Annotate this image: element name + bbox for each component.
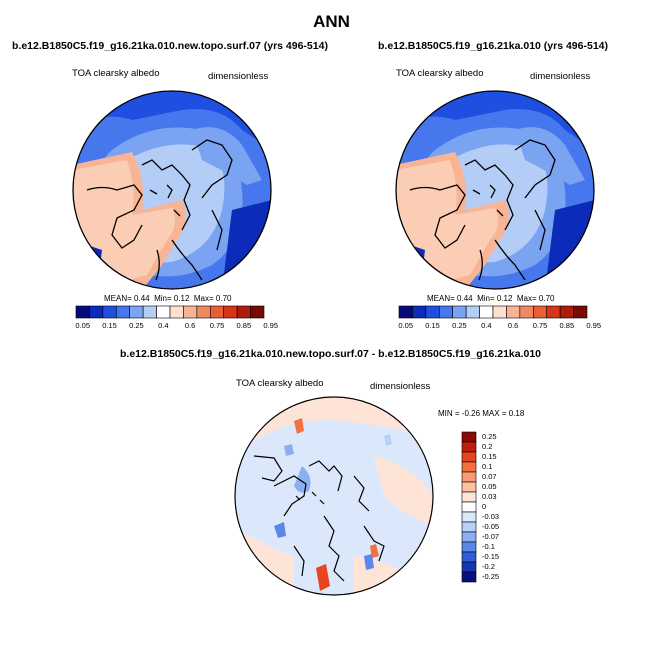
colorbar-swatch (461, 501, 477, 513)
colorbar-tick-label: -0.25 (482, 572, 500, 581)
panel1-variable-label: TOA clearsky albedo (72, 68, 160, 79)
colorbar-swatch (461, 561, 477, 573)
colorbar-tick-label: 0.2 (482, 442, 493, 451)
colorbar-swatch (183, 305, 198, 319)
colorbar-swatch (573, 305, 588, 319)
colorbar-tick-label: 0.25 (482, 432, 497, 441)
colorbar-swatch (412, 305, 427, 319)
colorbar-swatch (532, 305, 548, 319)
panel2-units-label: dimensionless (530, 71, 591, 82)
colorbar-swatch (129, 305, 144, 319)
colorbar-tick-label: 0.1 (482, 462, 493, 471)
colorbar-tick-label: 0.15 (482, 452, 497, 461)
colorbar-swatch (461, 511, 477, 523)
colorbar-swatch (461, 521, 477, 533)
colorbar-swatch (102, 305, 117, 319)
colorbar-tick-label: 0.4 (481, 321, 492, 330)
colorbar-swatch (506, 305, 521, 319)
colorbar-tick-label: 0.6 (184, 321, 196, 330)
colorbar-tick-label: 0.05 (398, 321, 413, 330)
colorbar-swatch (559, 305, 574, 319)
panel3-units-label: dimensionless (370, 381, 431, 392)
colorbar-swatch (461, 481, 477, 493)
colorbar-tick-label: -0.2 (482, 562, 495, 571)
colorbar-swatch (546, 305, 561, 319)
colorbar-tick-label: 0.75 (532, 321, 548, 330)
colorbar-swatch (461, 471, 477, 483)
colorbar-swatch (461, 451, 477, 463)
colorbar-tick-label: 0.25 (452, 321, 467, 330)
colorbar-swatch (142, 305, 157, 319)
figure-title: ANN (313, 12, 350, 31)
panel1-stats: MEAN= 0.44 Min= 0.12 Max= 0.70 (104, 294, 232, 303)
colorbar-tick-label: 0.07 (482, 472, 497, 481)
panel2-case-title: b.e12.B1850C5.f19_g16.21ka.010 (yrs 496-… (378, 40, 608, 52)
colorbar-tick-label: 0.6 (507, 321, 519, 330)
colorbar-swatch (156, 305, 171, 319)
colorbar-tick-label: -0.15 (482, 552, 500, 561)
colorbar-tick-label: 0.15 (425, 321, 440, 330)
panel1-case-title: b.e12.B1850C5.f19_g16.21ka.010.new.topo.… (12, 40, 328, 52)
colorbar-swatch (461, 491, 477, 503)
colorbar-swatch (236, 305, 251, 319)
colorbar-swatch (461, 571, 477, 583)
colorbar-tick-label: 0.25 (129, 321, 144, 330)
panel3-variable-label: TOA clearsky albedo (236, 378, 324, 389)
colorbar-swatch (461, 461, 477, 473)
panel3-polar-map (234, 396, 434, 596)
colorbar-tick-label: 0 (482, 502, 487, 511)
colorbar-tick-label: -0.03 (482, 512, 500, 521)
colorbar-tick-label: -0.07 (482, 532, 500, 541)
panel3-stats: MIN = -0.26 MAX = 0.18 (438, 409, 525, 418)
colorbar-tick-label: 0.95 (263, 321, 278, 330)
colorbar-tick-label: 0.75 (209, 321, 225, 330)
colorbar-swatch (479, 305, 494, 319)
colorbar-swatch (461, 551, 477, 563)
colorbar-swatch (461, 541, 477, 553)
panel2-polar-map (395, 90, 595, 290)
panel2-stats: MEAN= 0.44 Min= 0.12 Max= 0.70 (427, 294, 555, 303)
colorbar-swatch (169, 305, 184, 319)
panel2-variable-label: TOA clearsky albedo (396, 68, 484, 79)
colorbar-swatch (398, 305, 413, 319)
colorbar-tick-label: -0.05 (482, 522, 500, 531)
colorbar-swatch (209, 305, 225, 319)
colorbar-swatch (438, 305, 454, 319)
colorbar-swatch (425, 305, 440, 319)
colorbar-swatch (461, 441, 477, 453)
colorbar-swatch (492, 305, 507, 319)
colorbar-tick-label: -0.1 (482, 542, 495, 551)
colorbar-swatch (465, 305, 480, 319)
colorbar-swatch (461, 531, 477, 543)
colorbar-swatch (461, 431, 477, 443)
colorbar-swatch (250, 305, 265, 319)
colorbar-swatch (223, 305, 238, 319)
colorbar-swatch (115, 305, 131, 319)
panel2-colorbar (398, 305, 588, 319)
colorbar-tick-label: 0.85 (236, 321, 252, 330)
colorbar-tick-label: 0.95 (586, 321, 601, 330)
colorbar-swatch (519, 305, 534, 319)
colorbar-swatch (196, 305, 211, 319)
colorbar-tick-label: 0.15 (102, 321, 117, 330)
panel1-units-label: dimensionless (208, 71, 269, 82)
colorbar-swatch (452, 305, 467, 319)
panel3-colorbar (461, 431, 477, 583)
colorbar-tick-label: 0.4 (158, 321, 169, 330)
panel3-case-title: b.e12.B1850C5.f19_g16.21ka.010.new.topo.… (120, 348, 542, 360)
colorbar-tick-label: 0.05 (482, 482, 497, 491)
panel1-polar-map (72, 90, 272, 290)
colorbar-tick-label: 0.03 (482, 492, 497, 501)
colorbar-swatch (75, 305, 90, 319)
panel1-colorbar (75, 305, 265, 319)
colorbar-tick-label: 0.05 (75, 321, 90, 330)
colorbar-swatch (89, 305, 104, 319)
colorbar-tick-label: 0.85 (559, 321, 575, 330)
